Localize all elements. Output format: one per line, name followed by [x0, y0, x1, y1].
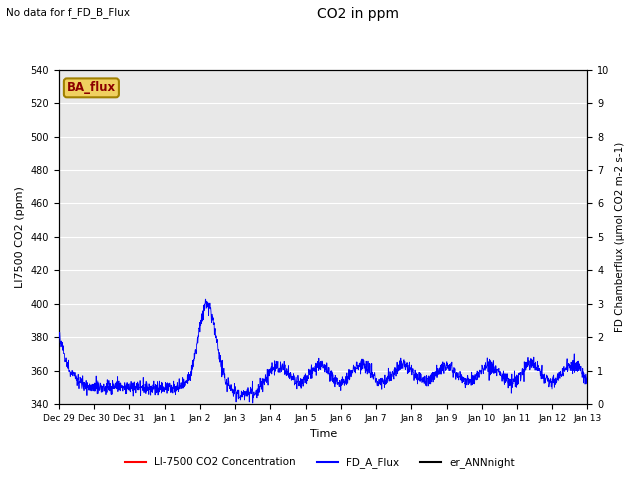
Text: No data for f_FD_B_Flux: No data for f_FD_B_Flux: [6, 7, 131, 18]
Y-axis label: LI7500 CO2 (ppm): LI7500 CO2 (ppm): [15, 186, 25, 288]
X-axis label: Time: Time: [310, 429, 337, 439]
Text: BA_flux: BA_flux: [67, 81, 116, 95]
Y-axis label: FD Chamberflux (μmol CO2 m-2 s-1): FD Chamberflux (μmol CO2 m-2 s-1): [615, 142, 625, 332]
Legend: LI-7500 CO2 Concentration, FD_A_Flux, er_ANNnight: LI-7500 CO2 Concentration, FD_A_Flux, er…: [121, 453, 519, 472]
Text: CO2 in ppm: CO2 in ppm: [317, 7, 399, 21]
